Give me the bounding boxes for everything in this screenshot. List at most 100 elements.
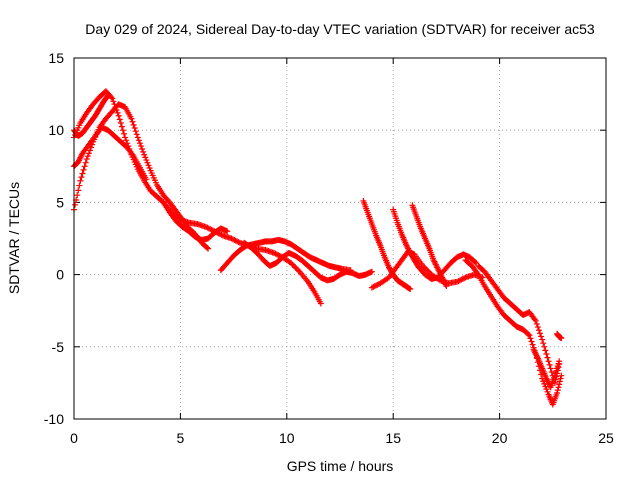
data-point bbox=[543, 351, 550, 358]
data-point bbox=[82, 159, 89, 166]
data-point bbox=[556, 381, 563, 388]
data-point bbox=[527, 335, 534, 342]
data-point bbox=[139, 145, 146, 152]
data-point bbox=[555, 384, 562, 391]
data-point bbox=[81, 163, 88, 170]
grid-lines bbox=[74, 58, 606, 419]
data-point bbox=[205, 245, 212, 252]
series-satellite-track-b bbox=[71, 101, 212, 252]
data-point bbox=[105, 92, 112, 99]
data-point bbox=[540, 340, 547, 347]
data-point bbox=[535, 327, 542, 334]
data-point bbox=[293, 265, 300, 272]
data-point bbox=[548, 369, 555, 376]
data-point bbox=[135, 137, 142, 144]
data-point bbox=[129, 118, 136, 125]
data-point bbox=[143, 157, 150, 164]
data-point bbox=[204, 244, 210, 251]
data-point bbox=[109, 95, 116, 102]
data-point bbox=[110, 98, 117, 105]
data-point bbox=[544, 388, 551, 395]
data-point bbox=[85, 150, 92, 157]
x-tick-label: 0 bbox=[70, 430, 78, 446]
data-point bbox=[130, 121, 137, 128]
data-point bbox=[136, 140, 143, 147]
data-point bbox=[534, 324, 541, 331]
data-point bbox=[292, 264, 299, 271]
chart-title: Day 029 of 2024, Sidereal Day-to-day VTE… bbox=[85, 21, 595, 37]
data-point bbox=[528, 338, 535, 345]
data-point bbox=[119, 127, 126, 134]
data-point bbox=[558, 335, 565, 342]
data-point bbox=[537, 330, 544, 337]
data-point bbox=[114, 109, 121, 116]
data-point bbox=[554, 390, 561, 397]
data-point bbox=[116, 116, 123, 123]
series-satellite-track-g bbox=[241, 239, 375, 284]
data-point bbox=[443, 283, 450, 290]
data-point bbox=[79, 170, 86, 177]
data-point bbox=[132, 128, 139, 135]
data-point bbox=[80, 166, 87, 173]
data-point bbox=[145, 162, 152, 169]
data-point bbox=[115, 112, 122, 119]
data-point bbox=[142, 154, 149, 161]
data-point bbox=[538, 333, 545, 340]
series-satellite-track-c bbox=[71, 124, 150, 183]
series-satellite-track-j bbox=[390, 206, 480, 282]
data-point bbox=[104, 93, 111, 100]
series-satellite-track-h bbox=[360, 197, 414, 293]
data-point bbox=[121, 130, 128, 137]
data-point bbox=[83, 156, 90, 163]
data-point bbox=[131, 125, 138, 132]
data-point bbox=[556, 358, 563, 365]
data-point bbox=[557, 375, 564, 382]
data-point bbox=[224, 228, 231, 235]
data-point bbox=[76, 182, 83, 189]
data-point bbox=[123, 137, 130, 144]
data-point bbox=[295, 267, 302, 274]
data-point bbox=[118, 123, 125, 130]
data-point bbox=[542, 347, 549, 354]
data-point bbox=[317, 300, 324, 307]
data-point bbox=[128, 115, 135, 122]
y-tick-label: 15 bbox=[48, 50, 64, 66]
data-point bbox=[72, 201, 79, 208]
data-point bbox=[542, 383, 549, 390]
data-point bbox=[133, 131, 140, 138]
x-tick-label: 25 bbox=[598, 430, 614, 446]
data-point bbox=[141, 151, 148, 158]
data-marks bbox=[71, 88, 565, 408]
data-point bbox=[84, 153, 91, 160]
data-point bbox=[554, 387, 561, 394]
y-tick-labels: -10 -5 0 5 10 15 bbox=[44, 50, 64, 427]
data-point bbox=[77, 177, 84, 184]
series-satellite-track-k bbox=[409, 202, 450, 290]
data-point bbox=[144, 159, 151, 166]
data-point bbox=[525, 331, 532, 338]
data-point bbox=[122, 134, 129, 141]
data-point bbox=[78, 174, 85, 181]
data-point bbox=[532, 317, 539, 324]
data-point bbox=[117, 119, 124, 126]
data-point bbox=[541, 343, 548, 350]
x-tick-labels: 0 5 10 15 20 25 bbox=[70, 430, 614, 446]
data-point bbox=[526, 332, 533, 339]
data-point bbox=[547, 365, 554, 372]
data-point bbox=[143, 176, 150, 183]
y-axis-label: SDTVAR / TECUs bbox=[6, 182, 22, 294]
x-tick-label: 10 bbox=[279, 430, 295, 446]
x-tick-label: 15 bbox=[385, 430, 401, 446]
data-point bbox=[529, 341, 536, 348]
x-axis-label: GPS time / hours bbox=[287, 458, 394, 474]
y-tick-label: 10 bbox=[48, 122, 64, 138]
data-point bbox=[290, 262, 297, 269]
series-satellite-track-o bbox=[554, 330, 565, 342]
data-point bbox=[558, 372, 565, 379]
data-point bbox=[75, 187, 82, 194]
y-tick-label: 0 bbox=[56, 267, 64, 283]
data-point bbox=[472, 259, 479, 266]
data-point bbox=[140, 148, 147, 155]
axis-ticks bbox=[73, 57, 607, 420]
